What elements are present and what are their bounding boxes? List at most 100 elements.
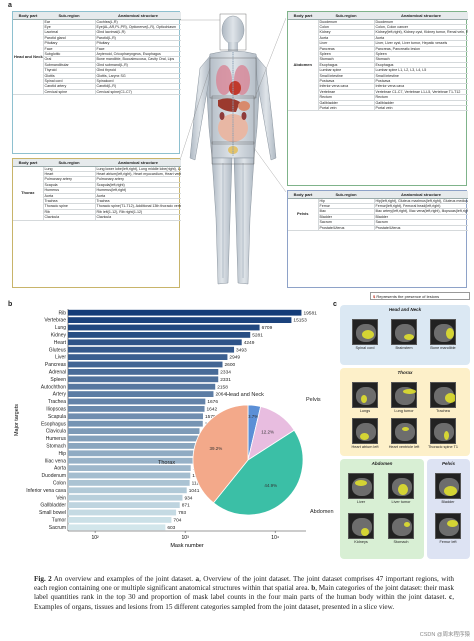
table-row: Thoracic spine Thoracic spine(T1-T12), Ad… [13,203,181,210]
ct-slice-thumbnail [435,473,461,499]
panel-letter-c: c [333,301,337,308]
category-label: Stomach [46,444,66,450]
value-label: 19581 [303,310,317,316]
bar [68,487,187,494]
pie-value-label: 3.7% [248,414,258,419]
table-row: Humerus Humerus(left,right) [13,187,181,194]
anatomical-structure-cell: Bone mandible, Buccalmucosa, Cavity Oral… [95,56,181,63]
table-row: Prostate/Uterus Prostate/Uterus [288,225,468,231]
table-row: Iliac Iliac artery(left,right), Iliac ven… [288,208,468,215]
category-label: Hip [58,451,66,457]
bar [68,346,235,353]
sub-region-cell: Hip [318,198,375,204]
table-row: Aorta Aorta [13,193,181,199]
anatomical-structure-cell: Small intestine [374,73,468,80]
segmentation-mask [402,427,409,431]
example-label: Liver [356,500,366,504]
ct-slice-thumbnail [388,513,414,539]
example-label: Liver tumor [391,500,411,504]
lesion-mark: $ [373,294,376,299]
table-abdomen: Body part Sub-region Anatomical structur… [287,11,468,186]
head-neck-table: Body part Sub-region Anatomical structur… [13,12,181,96]
bar [68,332,251,338]
figure-caption: Fig. 2 An overview and examples of the j… [34,575,454,612]
segmentation-mask [398,484,408,495]
anatomical-structure-cell: Glnd thyroid [95,67,181,74]
sub-region-cell: Inferior vena cava [318,83,375,90]
anatomical-structure-cell: Face [95,46,181,52]
segmentation-mask [445,393,455,403]
table-row: Carotid artery Carotid(L,R) [13,83,181,90]
x-tick-label: 10³ [182,535,190,541]
caption-c: c [449,593,453,602]
segmentation-mask [404,522,410,527]
anatomical-structure-cell: Sacrum [374,219,468,226]
sub-region-cell: Lung [43,166,96,172]
value-label: 2949 [229,355,240,361]
sub-region-cell: Lumbar spine [318,67,375,74]
value-label: 15153 [293,318,307,324]
caption-a: a [195,575,200,583]
table-row: Pulmonary artery Pulmonary artery [13,176,181,183]
ct-slice-thumbnail [391,418,417,444]
anatomical-structure-cell: Pancreas, Pancreatic lesion [374,46,468,52]
header-anatomical-structure: Anatomical structure [374,12,468,20]
example-label: Bone mandible [430,346,456,350]
bar [68,420,203,427]
table-row: Small intestine Small intestine [288,73,468,80]
abdomen-table: Body part Sub-region Anatomical structur… [288,12,468,112]
anatomical-structure-cell: Kidney(left,right), Kidney cyst, Kidney … [374,29,468,36]
sub-region-cell: Face [43,46,96,52]
table-row: Pancreas Pancreas, Pancreatic lesion [288,46,468,52]
table-row: Scapula Scapula(left,right) [13,182,181,189]
example-label: Lung tumor [394,409,414,413]
panel-letter-a: a [8,2,12,9]
anatomical-structure-cell: Scapula(left,right) [95,182,181,189]
anatomical-structure-cell: Prostate/Uterus [374,225,468,231]
value-label: 1122 [192,481,203,487]
caption-text-3: , Main categories of the joint dataset: … [34,584,455,602]
segmentation-mask [447,520,458,527]
bar [68,398,206,405]
bar [68,465,191,471]
bar [68,324,260,331]
example-label: Thoracic spine T1 [427,445,459,449]
anatomical-structure-cell: Cochlea(L,R) [95,19,181,25]
header-sub-region: Sub-region [318,191,374,199]
table-row: Thorax Lung Lung lower lobe(left,right), L… [13,166,181,221]
pie-category-label: Thorax [158,460,175,466]
panel-letter-b: b [8,301,13,308]
category-label: Iliac vena [45,458,66,464]
table-row: Face Face [13,46,181,52]
header-body-part: Body part [288,12,318,20]
table-pelvis: Body part Sub-region Anatomical structur… [287,190,468,288]
category-label: Adrenal [49,370,66,376]
bar [68,480,190,486]
sub-region-cell: Postcava [318,78,375,85]
ct-slice-thumbnail [352,418,378,444]
anatomical-structure-cell: Glottis, Larynx SG [95,73,181,80]
bar [68,450,194,457]
header-sub-region: Sub-region [43,12,95,20]
anatomical-structure-cell: Glnd submand(L,R) [95,62,181,69]
pie-slice [212,429,304,516]
example-label: Bladder [441,500,455,504]
bar [68,361,223,368]
anatomical-structure-cell: Duodenum [374,19,468,25]
table-row: Parotid gland Parotid(L,R) [13,35,181,42]
sub-region-cell: Rib [43,209,96,216]
anatomical-structure-cell: Carotid(L,R) [95,83,181,90]
header-sub-region: Sub-region [43,159,95,167]
organ-examples-grid: Head and Neck Thorax Abdomen Pelvis Spin… [338,305,472,565]
value-label: 4249 [244,340,255,346]
table-row: Bladder Bladder [288,214,468,221]
category-label: Artery [53,392,67,398]
header-body-part: Body part [288,191,318,199]
table-row: Esophagus Esophagus [288,62,468,69]
bar [68,309,302,316]
table-row: Stomach Stomach [288,56,468,63]
caption-text-4: , Examples of organs, tissues and lesion… [34,593,454,611]
anatomical-structure-cell: Bladder [374,214,468,221]
x-tick-label: 10⁴ [271,535,279,541]
table-row: Colon Colon, Colon cancer [288,24,468,31]
